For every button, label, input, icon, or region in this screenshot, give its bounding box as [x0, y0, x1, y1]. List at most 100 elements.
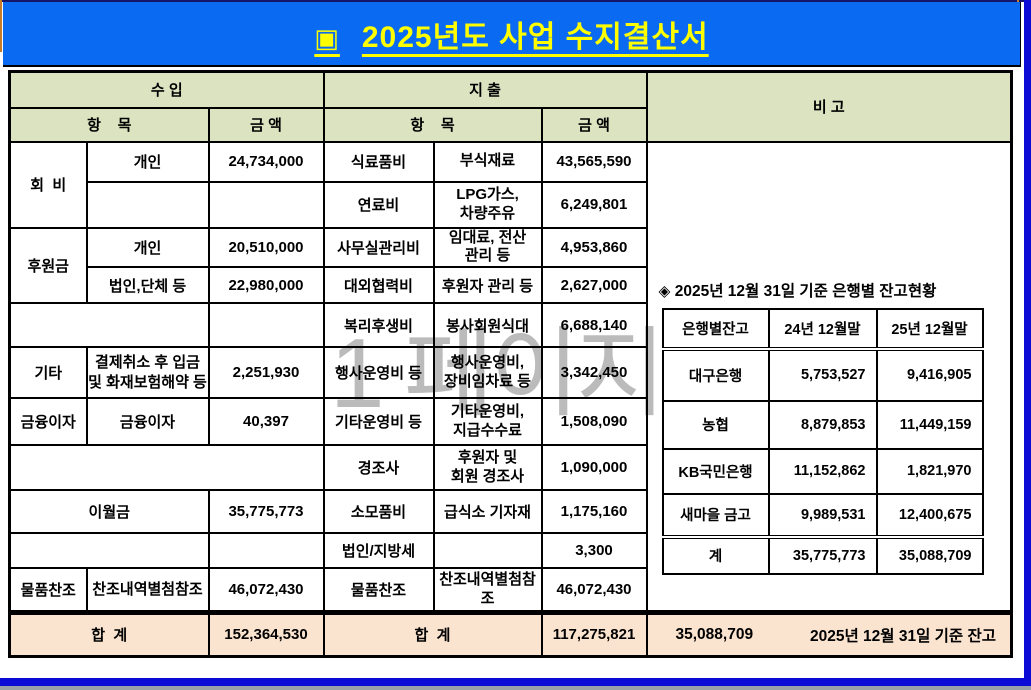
expense-row-amount: 3,300 [540, 532, 648, 569]
bank-balance-2025: 12,400,675 [875, 492, 984, 538]
title-frame-left-border [0, 0, 2, 52]
income-amount-header: 금 액 [207, 106, 325, 143]
expense-row-cat: 법인/지방세 [322, 532, 435, 569]
expense-amount-header: 금 액 [540, 106, 648, 143]
bank-row: 농협 8,879,853 11,449,159 [661, 399, 984, 450]
expense-row-detail: 행사운영비, 장비임차료 등 [432, 346, 543, 399]
expense-row-detail: 봉사회원식대 [432, 302, 543, 348]
income-item-header: 항 목 [8, 106, 210, 143]
expense-row-detail: 후원자 및 회원 경조사 [432, 444, 543, 491]
expense-total-amount: 117,275,821 [540, 609, 648, 658]
income-membership-sub: 개인 [85, 140, 210, 183]
bank-balance-table: 은행별잔고 24년 12월말 25년 12월말 대구은행 5,753,527 9… [661, 307, 984, 575]
bank-total-label: 계 [661, 534, 770, 575]
bank-col-header: 25년 12월말 [875, 307, 984, 351]
expense-item-header: 항 목 [322, 106, 543, 143]
expense-row-detail: 임대료, 전산 관리 등 [432, 226, 543, 268]
income-donation-sub2: 법인,단체 등 [85, 266, 210, 304]
remarks-footer: 35,088,709 2025년 12월 31일 기준 잔고 [645, 609, 1013, 658]
expense-row-detail: LPG가스, 차량주유 [432, 180, 543, 229]
final-balance-amount: 35,088,709 [675, 625, 754, 643]
expense-row-amount: 1,508,090 [540, 397, 648, 446]
window-bottom-edge [0, 686, 1031, 690]
income-etc-amount: 2,251,930 [207, 346, 325, 399]
expense-row-cat: 식료품비 [322, 140, 435, 183]
expense-row-cat: 경조사 [322, 444, 435, 491]
page-title-text: 2025년도 사업 수지결산서 [361, 20, 709, 54]
income-membership-amount: 24,734,000 [207, 140, 325, 183]
bank-col-header: 은행별잔고 [661, 307, 770, 351]
bank-balance-2024: 11,152,862 [767, 447, 878, 495]
income-goods-sub: 찬조내역별첨참조 [85, 567, 210, 613]
final-balance-note: 2025년 12월 31일 기준 잔고 [809, 627, 996, 645]
report-table-area: 1 페이지 수 입 지 출 비 고 항 목 금 액 항 목 금 액 회 비 개인… [8, 70, 1013, 658]
income-membership-label: 회 비 [8, 140, 88, 229]
bank-row: 새마을 금고 9,989,531 12,400,675 [661, 492, 984, 538]
expense-section-header: 지 출 [322, 70, 648, 109]
expense-row-detail: 찬조내역별첨참조 [432, 567, 543, 613]
bank-balance-2024: 5,753,527 [767, 347, 878, 402]
expense-row-detail: 후원자 관리 등 [432, 266, 543, 304]
bank-total-2024: 35,775,773 [767, 534, 878, 575]
bank-name: 농협 [661, 399, 770, 450]
expense-row-amount: 43,565,590 [540, 140, 648, 183]
remarks-header: 비 고 [645, 70, 1013, 143]
expense-row-amount: 46,072,430 [540, 567, 648, 613]
expense-total-label: 합 계 [322, 609, 543, 658]
bank-balance-2025: 9,416,905 [875, 347, 984, 402]
income-donation-sub1: 개인 [85, 226, 210, 268]
expense-row-amount: 2,627,000 [540, 266, 648, 304]
expense-row-cat: 물품찬조 [322, 567, 435, 613]
expense-row-amount: 6,688,140 [540, 302, 648, 348]
expense-row-cat: 행사운영비 등 [322, 346, 435, 399]
income-donation-label: 후원금 [8, 226, 88, 304]
window-right-border [1024, 0, 1031, 690]
bank-balance-2024: 8,879,853 [767, 399, 878, 450]
income-section-header: 수 입 [8, 70, 325, 109]
expense-row-cat: 복리후생비 [322, 302, 435, 348]
income-goods-amount: 46,072,430 [207, 567, 325, 613]
income-empty-amount [207, 532, 325, 569]
bank-total-row: 계 35,775,773 35,088,709 [661, 534, 984, 575]
income-donation-amount2: 22,980,000 [207, 266, 325, 304]
window-top-border [0, 0, 1031, 2]
bank-name: 새마을 금고 [661, 492, 770, 538]
expense-row-cat: 연료비 [322, 180, 435, 229]
income-membership-sub-empty [85, 180, 210, 229]
bank-total-2025: 35,088,709 [875, 534, 984, 575]
income-donation-amount1: 20,510,000 [207, 226, 325, 268]
bank-balance-2025: 1,821,970 [875, 447, 984, 495]
expense-row-amount: 4,953,860 [540, 226, 648, 268]
income-carryover-label: 이월금 [8, 489, 210, 534]
income-empty-amount [207, 302, 325, 348]
expense-row-detail: 급식소 기자재 [432, 489, 543, 534]
income-etc-label: 기타 [8, 346, 88, 399]
window-bottom-border [0, 678, 1031, 686]
expense-row-cat: 사무실관리비 [322, 226, 435, 268]
expense-row-amount: 1,090,000 [540, 444, 648, 491]
income-empty-row [8, 532, 210, 569]
bank-row: KB국민은행 11,152,862 1,821,970 [661, 447, 984, 495]
expense-row-amount: 3,342,450 [540, 346, 648, 399]
income-total-label: 합 계 [8, 609, 210, 658]
expense-row-cat: 기타운영비 등 [322, 397, 435, 446]
page-title: ▣ 2025년도 사업 수지결산서 [314, 12, 708, 56]
square-bullet-icon: ▣ [314, 22, 340, 53]
bank-balance-2025: 11,449,159 [875, 399, 984, 450]
income-carryover-amount: 35,775,773 [207, 489, 325, 534]
bank-balance-2024: 9,989,531 [767, 492, 878, 538]
expense-row-cat: 대외협력비 [322, 266, 435, 304]
income-interest-sub: 금융이자 [85, 397, 210, 446]
expense-row-detail: 부식재료 [432, 140, 543, 183]
bank-name: 대구은행 [661, 347, 770, 402]
expense-row-amount: 6,249,801 [540, 180, 648, 229]
bank-balance-title: ◈ 2025년 12월 31일 기준 은행별 잔고현황 [658, 282, 937, 300]
income-goods-label: 물품찬조 [8, 567, 88, 613]
income-etc-sub: 결제취소 후 입금 및 화재보험해약 등 [85, 346, 210, 399]
income-interest-amount: 40,397 [207, 397, 325, 446]
bank-name: KB국민은행 [661, 447, 770, 495]
income-empty-row [8, 302, 210, 348]
expense-row-detail [432, 532, 543, 569]
remarks-body: ◈ 2025년 12월 31일 기준 은행별 잔고현황 은행별잔고 24년 12… [645, 140, 1013, 613]
